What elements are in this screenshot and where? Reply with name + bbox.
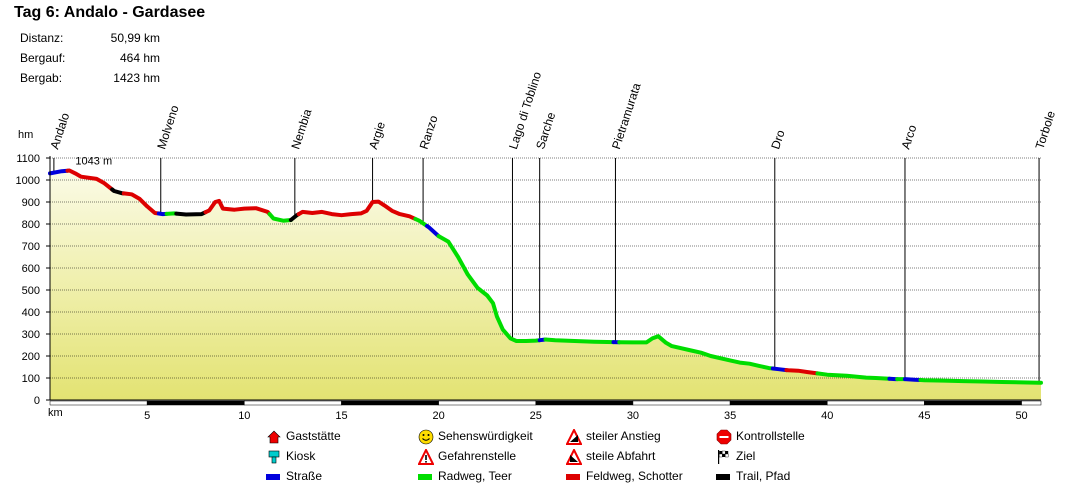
waypoint-label: Pietramurata bbox=[609, 81, 644, 151]
x-tick-label: 40 bbox=[821, 410, 833, 422]
x-tick-label: 35 bbox=[724, 410, 736, 422]
segment-cycle bbox=[921, 380, 1042, 383]
legend-label: steiler Anstieg bbox=[586, 429, 661, 443]
y-tick-label: 1000 bbox=[16, 175, 40, 187]
x-tick-label: 45 bbox=[918, 410, 930, 422]
km-scale-band bbox=[536, 401, 633, 405]
legend-label: Gefahrenstelle bbox=[438, 449, 516, 463]
smiley-icon bbox=[418, 429, 434, 445]
waypoint-label: Argie bbox=[366, 120, 388, 151]
waypoint-label: Molveno bbox=[154, 103, 181, 151]
km-scale-band bbox=[1022, 401, 1041, 405]
legend-label: Trail, Pfad bbox=[736, 469, 790, 483]
y-tick-label: 600 bbox=[22, 263, 40, 275]
legend-label: Radweg, Teer bbox=[438, 469, 512, 483]
x-tick-label: 10 bbox=[238, 410, 250, 422]
waypoint-label: Arco bbox=[899, 123, 920, 151]
legend-label: Kontrollstelle bbox=[736, 429, 805, 443]
km-scale-band bbox=[244, 401, 341, 405]
x-tick-label: 30 bbox=[627, 410, 639, 422]
restaurant-icon bbox=[266, 429, 282, 445]
legend-label: Feldweg, Schotter bbox=[586, 469, 683, 483]
steep-climb-icon bbox=[566, 429, 582, 445]
km-scale-band bbox=[924, 401, 1021, 405]
y-tick-label: 300 bbox=[22, 329, 40, 341]
segment-trail bbox=[176, 212, 205, 214]
road-line-icon bbox=[266, 469, 282, 485]
legend-label: Kiosk bbox=[286, 449, 315, 463]
waypoint-label: Ranzo bbox=[417, 113, 441, 151]
km-scale-band bbox=[341, 401, 438, 405]
waypoint-label: Andalo bbox=[47, 111, 72, 151]
steep-descent-icon bbox=[566, 449, 582, 465]
km-scale-band bbox=[147, 401, 244, 405]
finish-flag-icon bbox=[716, 449, 732, 465]
legend-label: Ziel bbox=[736, 449, 755, 463]
stop-icon bbox=[716, 429, 732, 445]
legend-label: Straße bbox=[286, 469, 322, 483]
x-axis-label: km bbox=[48, 407, 63, 419]
segment-cycle bbox=[270, 214, 291, 221]
waypoint-label: Nembia bbox=[288, 107, 314, 151]
segment-road bbox=[773, 369, 787, 371]
waypoint-label: Sarche bbox=[533, 110, 558, 151]
y-tick-label: 500 bbox=[22, 285, 40, 297]
x-tick-label: 20 bbox=[433, 410, 445, 422]
elevation-area bbox=[50, 171, 1041, 401]
legend-label: steile Abfahrt bbox=[586, 449, 655, 463]
waypoint-label: Torbole bbox=[1033, 109, 1059, 151]
warning-icon bbox=[418, 449, 434, 465]
y-tick-label: 700 bbox=[22, 241, 40, 253]
x-tick-label: 50 bbox=[1015, 410, 1027, 422]
y-axis-label: hm bbox=[18, 129, 33, 141]
field-line-icon bbox=[566, 469, 582, 485]
x-tick-label: 25 bbox=[530, 410, 542, 422]
y-tick-label: 1100 bbox=[16, 153, 40, 165]
segment-road bbox=[905, 379, 921, 380]
max-elevation-label: 1043 m bbox=[75, 156, 112, 168]
y-tick-label: 200 bbox=[22, 351, 40, 363]
legend-label: Sehenswürdigkeit bbox=[438, 429, 533, 443]
segment-cycle bbox=[546, 340, 614, 343]
km-scale-band bbox=[730, 401, 827, 405]
km-scale-band bbox=[827, 401, 924, 405]
legend-label: Gaststätte bbox=[286, 429, 341, 443]
y-tick-label: 900 bbox=[22, 197, 40, 209]
cycle-line-icon bbox=[418, 469, 434, 485]
km-scale-band bbox=[439, 401, 536, 405]
y-tick-label: 100 bbox=[22, 373, 40, 385]
x-tick-label: 15 bbox=[335, 410, 347, 422]
x-tick-label: 5 bbox=[144, 410, 150, 422]
waypoint-label: Dro bbox=[768, 128, 787, 151]
y-tick-label: 0 bbox=[34, 395, 40, 407]
y-tick-label: 800 bbox=[22, 219, 40, 231]
y-tick-label: 400 bbox=[22, 307, 40, 319]
km-scale-band bbox=[633, 401, 730, 405]
km-scale-band bbox=[50, 401, 147, 405]
kiosk-icon bbox=[266, 449, 282, 465]
trail-line-icon bbox=[716, 469, 732, 485]
